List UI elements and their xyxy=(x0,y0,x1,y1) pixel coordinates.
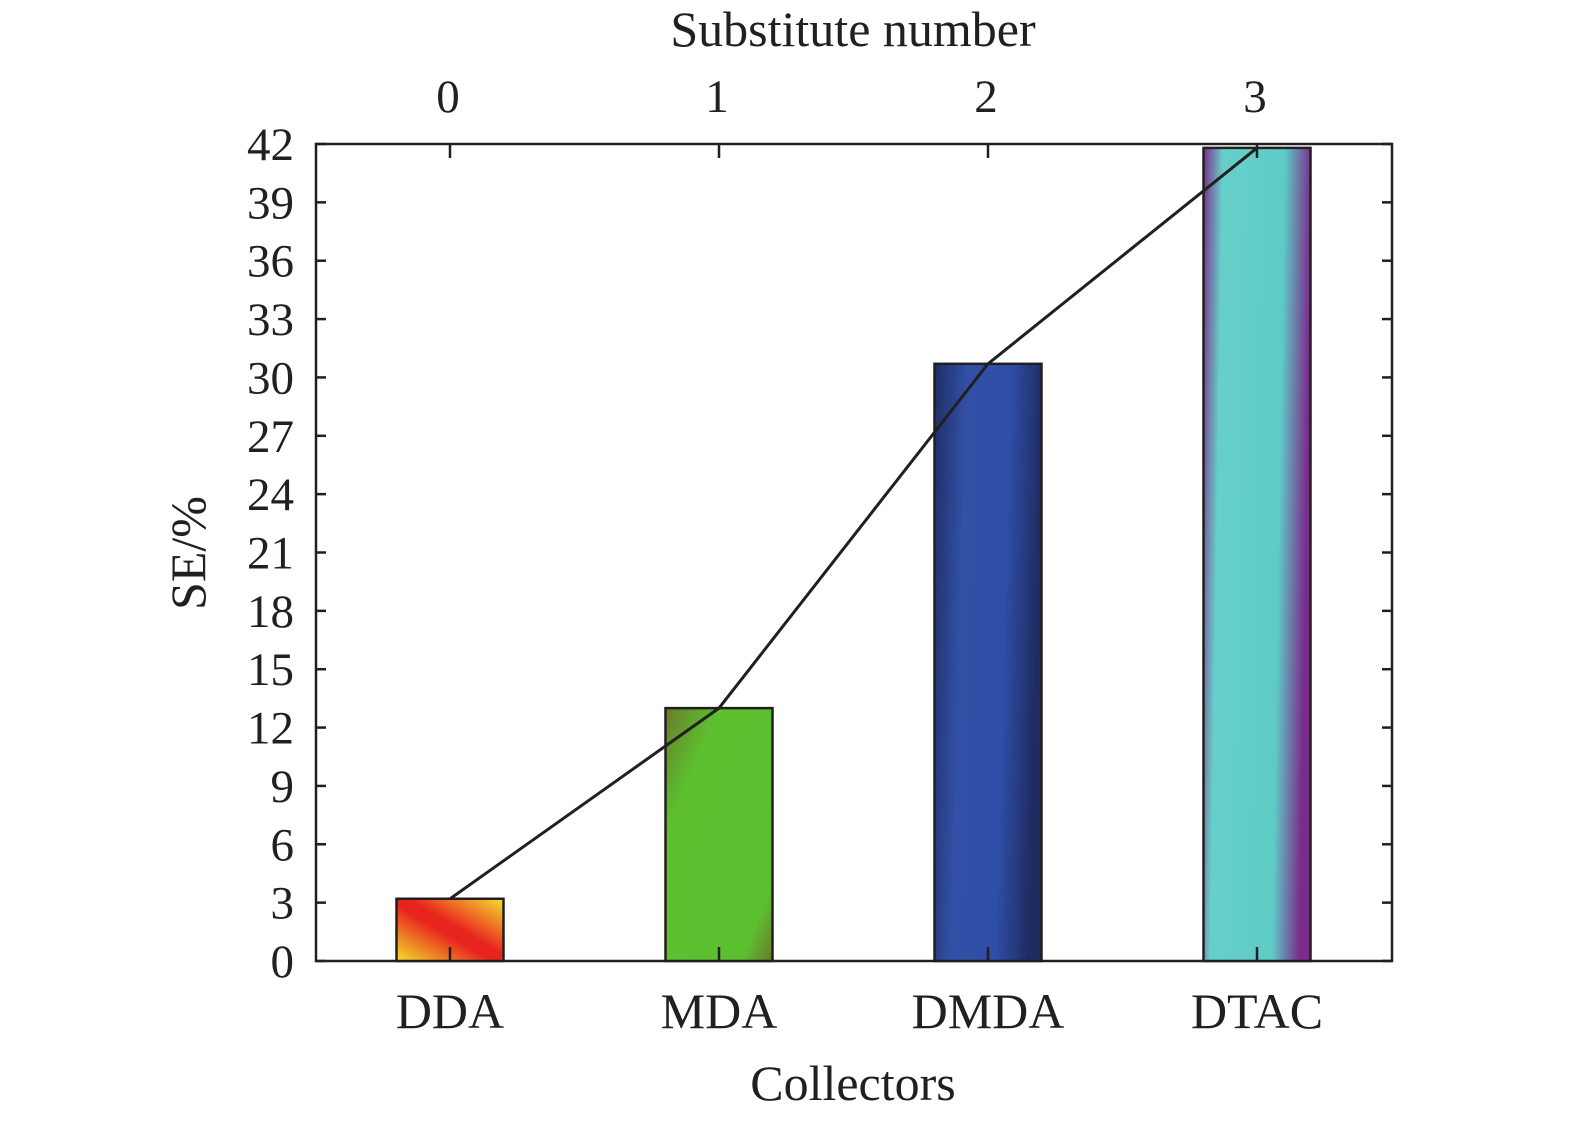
y-tick-label: 30 xyxy=(247,352,294,404)
top-axis: 0 1 2 3 xyxy=(436,71,1267,158)
y-tick-label: 0 xyxy=(271,936,295,988)
y-tick-label: 3 xyxy=(271,878,295,930)
x-category-label: DTAC xyxy=(1191,983,1323,1039)
y-tick-label: 39 xyxy=(247,177,294,229)
top-axis-title: Substitute number xyxy=(670,1,1036,57)
bar-dmda xyxy=(933,362,1043,963)
y-tick-label: 18 xyxy=(247,586,294,638)
y-tick-label: 9 xyxy=(271,761,295,813)
y-tick-label: 27 xyxy=(247,411,294,463)
bar-dtac xyxy=(1202,146,1312,963)
bar-mda xyxy=(664,706,774,963)
y-tick-label: 33 xyxy=(247,294,294,346)
x-category-label: DMDA xyxy=(912,983,1065,1039)
top-tick-label: 2 xyxy=(974,71,998,123)
y-tick-label: 42 xyxy=(247,119,294,171)
x-axis-title: Collectors xyxy=(750,1055,956,1111)
x-category-label: MDA xyxy=(661,983,778,1039)
y-axis-title: SE/% xyxy=(160,496,216,610)
y-tick-label: 15 xyxy=(247,644,294,696)
y-tick-label: 21 xyxy=(247,528,294,580)
y-tick-label: 6 xyxy=(271,819,295,871)
top-tick-label: 3 xyxy=(1243,71,1267,123)
top-tick-label: 0 xyxy=(436,71,460,123)
y-tick-label: 24 xyxy=(247,469,294,521)
y-tick-label: 36 xyxy=(247,236,294,288)
top-tick-label: 1 xyxy=(705,71,729,123)
trend-line xyxy=(449,146,1258,901)
y-tick-label: 12 xyxy=(247,703,294,755)
x-category-label: DDA xyxy=(396,983,504,1039)
x-axis: DDA MDA DMDA DTAC xyxy=(396,947,1323,1039)
